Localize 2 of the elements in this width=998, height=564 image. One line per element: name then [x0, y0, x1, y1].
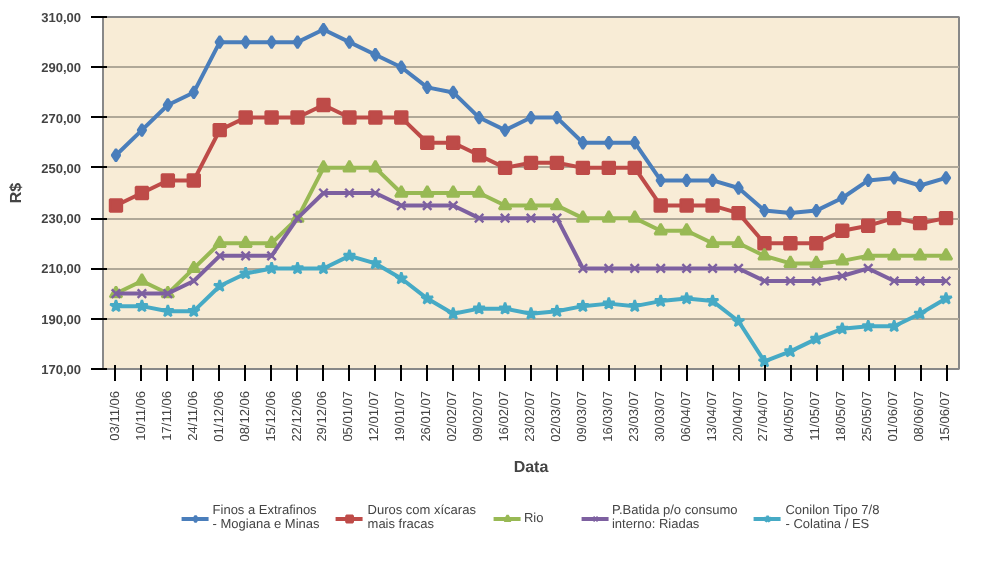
- x-axis-title: Data: [513, 457, 550, 476]
- y-axis-title: R$: [7, 181, 26, 204]
